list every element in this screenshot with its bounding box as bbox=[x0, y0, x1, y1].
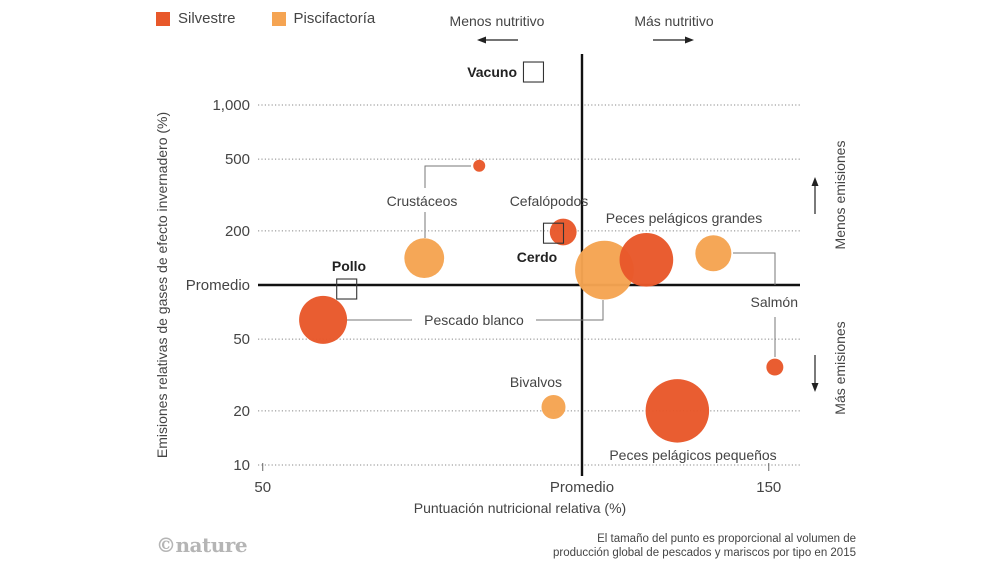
label-cerdo: Cerdo bbox=[517, 249, 557, 265]
legend-label-piscifactoria: Piscifactoría bbox=[293, 10, 376, 27]
legend-swatch-piscifactoria bbox=[271, 11, 286, 26]
leader-lines bbox=[346, 165, 776, 357]
marker-cerdo bbox=[542, 222, 565, 244]
bubble-crustaceos-silvestre bbox=[473, 159, 486, 172]
marker-pollo bbox=[336, 278, 358, 300]
label-crustaceos: Crustáceos bbox=[387, 193, 458, 209]
footer-note-line2: producción global de pescados y mariscos… bbox=[552, 547, 856, 559]
y-axis-title: Emisiones relativas de gases de efecto i… bbox=[154, 112, 170, 458]
y-tick-label: 200 bbox=[225, 223, 250, 240]
y-tick-label: 1,000 bbox=[212, 97, 250, 114]
y-tick-label: Promedio bbox=[186, 277, 250, 294]
annotation-menos-nutritivo: Menos nutritivo bbox=[450, 13, 545, 29]
leader-salmon-piscifactoria bbox=[733, 252, 776, 285]
label-vacuno: Vacuno bbox=[467, 64, 517, 80]
marker-vacuno bbox=[522, 61, 545, 83]
label-bivalvos: Bivalvos bbox=[510, 374, 562, 390]
annotation-mas-emisiones: Más emisiones bbox=[832, 321, 848, 414]
arrow-up-icon bbox=[811, 177, 819, 214]
y-tick-label: 10 bbox=[233, 457, 250, 474]
annotation-mas-nutritivo: Más nutritivo bbox=[634, 13, 714, 29]
x-tick-label: 150 bbox=[756, 479, 781, 496]
footer-note: El tamaño del punto es proporcional al v… bbox=[553, 532, 856, 560]
x-axis-title: Puntuación nutricional relativa (%) bbox=[414, 500, 626, 516]
reference-food-markers bbox=[336, 61, 565, 300]
legend-item-piscifactoria: Piscifactoría bbox=[271, 10, 376, 27]
label-pollo: Pollo bbox=[332, 258, 366, 274]
bubble-salmon-silvestre bbox=[766, 358, 784, 376]
leader-crustaceos-silvestre bbox=[424, 165, 471, 188]
bubble-pescado-blanco-piscifactoria bbox=[575, 240, 634, 300]
nature-logo: ©nature bbox=[156, 533, 248, 557]
leader-pescado-blanco-piscifactoria bbox=[536, 300, 604, 321]
legend-item-silvestre: Silvestre bbox=[156, 10, 236, 27]
x-tick-label: Promedio bbox=[550, 479, 614, 496]
bubble-salmon-piscifactoria bbox=[695, 235, 732, 272]
y-tick-label: 20 bbox=[233, 403, 250, 420]
label-cefalopodos: Cefalópodos bbox=[510, 193, 589, 209]
label-peces-pelagicos-grandes: Peces pelágicos grandes bbox=[606, 210, 762, 226]
y-tick-label: 50 bbox=[233, 331, 250, 348]
footer-note-line1: El tamaño del punto es proporcional al v… bbox=[597, 533, 856, 545]
legend: Silvestre Piscifactoría bbox=[156, 10, 375, 27]
bubble-bivalvos-piscifactoria bbox=[541, 395, 566, 420]
annotation-menos-emisiones: Menos emisiones bbox=[832, 141, 848, 250]
arrow-right-icon bbox=[653, 36, 694, 44]
x-tick-label: 50 bbox=[254, 479, 271, 496]
y-tick-label: 500 bbox=[225, 151, 250, 168]
label-salmon: Salmón bbox=[751, 294, 798, 310]
bubble-pescado-blanco-silvestre bbox=[299, 295, 348, 344]
label-pescado-blanco: Pescado blanco bbox=[424, 312, 524, 328]
arrow-down-icon bbox=[811, 355, 819, 392]
legend-label-silvestre: Silvestre bbox=[178, 10, 236, 27]
bubbles bbox=[299, 159, 784, 443]
arrow-left-icon bbox=[477, 36, 518, 44]
label-peces-pelagicos-pequenos: Peces pelágicos pequeños bbox=[609, 447, 776, 463]
bubble-peces-pelagicos-pequenos-silvestre bbox=[645, 379, 710, 443]
legend-swatch-silvestre bbox=[156, 11, 170, 26]
bubble-peces-pelagicos-grandes-silvestre bbox=[619, 232, 674, 287]
bubble-crustaceos-piscifactoria bbox=[404, 238, 445, 279]
